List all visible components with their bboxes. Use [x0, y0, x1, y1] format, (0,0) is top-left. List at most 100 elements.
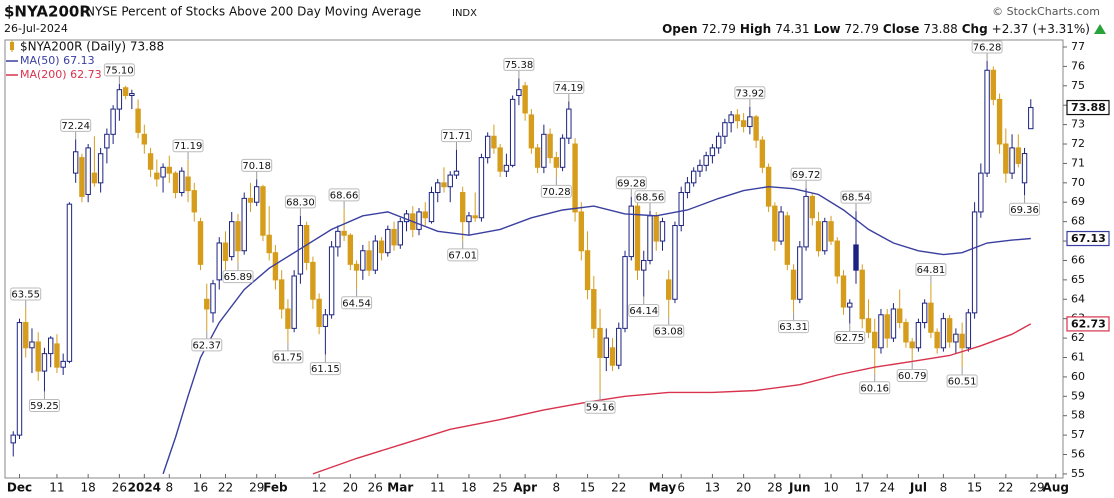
x-tick-label: 26 — [368, 481, 383, 495]
annotation-box — [634, 190, 666, 204]
annotation-box — [915, 263, 947, 277]
candle-body — [715, 135, 722, 149]
annotation-label: 60.51 — [948, 376, 977, 387]
x-tick-label: Mar — [387, 481, 413, 495]
annotation-box — [60, 118, 92, 132]
exchange: INDX — [452, 8, 477, 19]
candle-body — [116, 89, 123, 110]
candle-body — [828, 221, 834, 242]
last-value-label: 62.73 — [1071, 317, 1106, 330]
y-tick-label: 76 — [1071, 59, 1085, 72]
candle-body — [516, 89, 522, 97]
annotation-label: 60.16 — [860, 383, 889, 394]
annotation-box — [440, 129, 472, 143]
candle-body — [397, 221, 403, 246]
candle-body — [385, 228, 391, 254]
x-tick-label: 12 — [311, 481, 326, 495]
candle-body — [335, 230, 341, 248]
annotation-label: 60.79 — [898, 371, 927, 382]
annotation-box — [309, 362, 341, 376]
candle-body — [122, 87, 129, 97]
y-tick-label: 56 — [1071, 448, 1085, 461]
annotation-box — [615, 176, 647, 190]
candle-body — [559, 137, 566, 168]
candle-body — [597, 327, 603, 358]
candle-body — [996, 98, 1003, 145]
candle-body — [72, 151, 79, 174]
annotation-box — [840, 190, 872, 204]
annotation-label: 64.54 — [342, 298, 371, 309]
candle-body — [591, 289, 597, 329]
candle-body — [784, 215, 791, 265]
annotation-label: 70.28 — [542, 187, 571, 198]
annotation-label: 70.18 — [242, 161, 271, 172]
annotation-label: 75.38 — [505, 60, 534, 71]
candle-body — [360, 250, 366, 271]
candle-body — [216, 242, 222, 281]
y-tick-label: 57 — [1071, 428, 1085, 441]
candle-body — [990, 69, 997, 100]
y-tick-label: 70 — [1071, 176, 1085, 189]
candle-body — [840, 275, 847, 308]
annotation-label: 64.14 — [629, 306, 658, 317]
candle-body — [865, 318, 872, 333]
candle-body — [878, 314, 884, 349]
quote-part: 73.88 — [923, 22, 957, 36]
x-tick-label: 28 — [767, 481, 782, 495]
x-tick-label: Dec — [7, 481, 32, 495]
y-tick-label: 59 — [1071, 389, 1085, 402]
x-tick-label: 8 — [165, 481, 173, 495]
annotation-box — [790, 167, 822, 181]
candle-body — [915, 322, 922, 349]
candle-body — [1021, 153, 1028, 184]
candle-body — [135, 108, 141, 133]
symbol: $NYA200R — [4, 3, 91, 21]
x-tick-label: 26 — [112, 481, 127, 495]
candle-body — [603, 337, 609, 358]
annotation-label: 69.36 — [1010, 205, 1039, 216]
candle-body — [241, 197, 247, 252]
annotation-box — [946, 374, 978, 388]
candle-body — [522, 85, 528, 114]
candle-body — [953, 333, 959, 343]
annotation-label: 73.92 — [736, 88, 765, 99]
candle-body — [422, 211, 428, 219]
candle-body — [260, 186, 266, 236]
annotation-label: 74.19 — [555, 83, 584, 94]
candle-body — [547, 133, 553, 159]
annotation-box — [241, 158, 273, 172]
candle-body — [690, 170, 697, 184]
y-tick-label: 62 — [1071, 331, 1085, 344]
last-value-box — [1066, 230, 1110, 247]
annotation-label: 61.15 — [311, 364, 340, 375]
candle-body — [266, 234, 272, 254]
annotation-label: 61.75 — [274, 352, 303, 363]
candle-body — [1003, 143, 1009, 174]
candle-body — [740, 120, 747, 128]
x-tick-label: 20 — [736, 481, 751, 495]
y-tick-label: 69 — [1071, 195, 1085, 208]
annotation-label: 68.54 — [842, 193, 871, 204]
candle-body — [528, 114, 535, 149]
x-tick-label: 8 — [553, 481, 561, 495]
candle-body — [478, 157, 485, 219]
candle-body — [890, 308, 897, 339]
candle-body — [834, 240, 840, 277]
annotation-box — [896, 369, 928, 383]
candle-body — [23, 322, 29, 349]
candle-body — [815, 221, 822, 252]
candle-body — [179, 170, 185, 194]
y-tick-label: 72 — [1071, 137, 1085, 150]
candle-body — [541, 133, 547, 168]
candle-body — [210, 283, 216, 314]
x-tick-label: 6 — [677, 481, 685, 495]
candle-body — [959, 333, 965, 349]
candle-body — [160, 166, 166, 178]
quote-part: 72.79 — [845, 22, 879, 36]
candle-body — [1009, 147, 1015, 174]
quote-part: Chg — [962, 22, 988, 36]
candle-body — [797, 246, 803, 300]
candle-body — [609, 347, 616, 366]
